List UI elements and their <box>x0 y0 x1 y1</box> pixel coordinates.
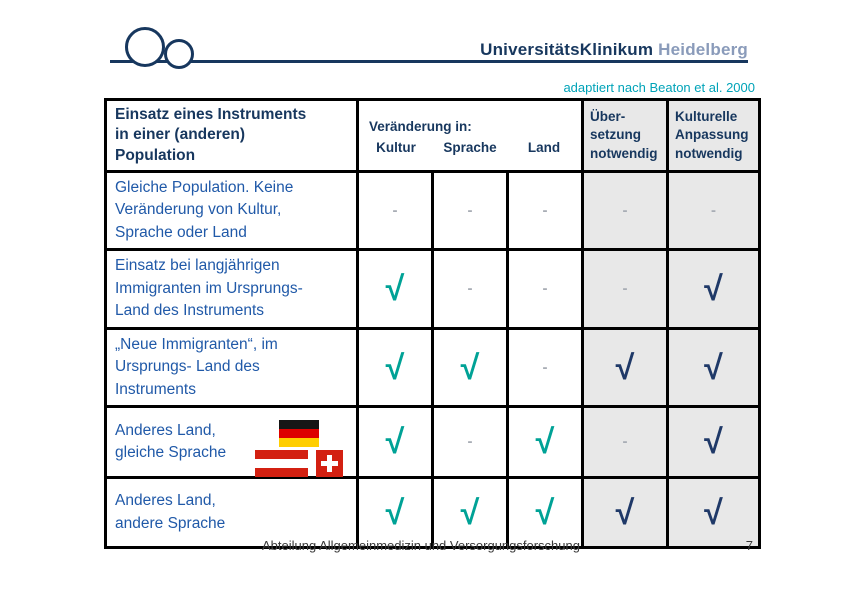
cell-land: - <box>506 248 584 330</box>
mark-glyph: √ <box>460 348 480 387</box>
cell-sprache: √ <box>431 476 509 550</box>
switzerland-flag-icon <box>316 450 343 478</box>
brand-name-bold: UniversitätsKlinikum <box>480 40 654 59</box>
mark-glyph: √ <box>704 423 723 462</box>
mark-glyph: √ <box>615 348 635 387</box>
cell-sprache: - <box>431 169 509 252</box>
row-label: Einsatz bei langjährigen Immigranten im … <box>115 257 303 320</box>
mark-glyph: √ <box>385 270 405 309</box>
cell-anpassung: √ <box>666 405 761 480</box>
table-row: Gleiche Population. Keine Veränderung vo… <box>104 169 761 252</box>
logo-circle-large-icon <box>125 27 165 67</box>
change-subcolumns: Kultur Sprache Land <box>359 140 581 155</box>
table-row: Einsatz bei langjährigen Immigranten im … <box>104 248 761 330</box>
cell-land: - <box>506 326 584 409</box>
mark-glyph: √ <box>385 423 405 462</box>
mark-glyph: √ <box>385 348 405 387</box>
mark-glyph: - <box>467 433 473 451</box>
cell-kultur: √ <box>356 405 434 480</box>
cell-kultur: - <box>356 169 434 252</box>
cell-uebersetzung: - <box>581 405 669 480</box>
cell-anpassung: √ <box>666 476 761 550</box>
row-label-cell: Anderes Land, gleiche Sprache <box>104 405 359 480</box>
mark-glyph: - <box>542 201 548 219</box>
mark-glyph: √ <box>615 493 635 532</box>
column-header-kultur: Kultur <box>376 139 416 155</box>
change-group-label: Veränderung in: <box>369 118 472 134</box>
row-label-cell: Einsatz bei langjährigen Immigranten im … <box>104 248 359 330</box>
row-label-cell: Anderes Land, andere Sprache <box>104 476 359 550</box>
mark-glyph: - <box>622 433 628 451</box>
germany-flag-icon <box>279 420 319 448</box>
cell-anpassung: √ <box>666 248 761 330</box>
row-label-cell: Gleiche Population. Keine Veränderung vo… <box>104 169 359 252</box>
cell-uebersetzung: - <box>581 248 669 330</box>
mark-glyph: - <box>467 280 473 298</box>
row-label: Anderes Land, gleiche Sprache <box>115 421 227 462</box>
mark-glyph: √ <box>535 423 555 462</box>
cell-kultur: √ <box>356 476 434 550</box>
cell-land: √ <box>506 405 584 480</box>
austria-flag-icon <box>255 450 308 478</box>
cell-anpassung: - <box>666 169 761 252</box>
table-row: „Neue Immigranten“, im Ursprungs- Land d… <box>104 326 761 409</box>
attribution-text: adaptiert nach Beaton et al. 2000 <box>563 80 755 95</box>
header-divider <box>110 60 748 63</box>
cell-anpassung: √ <box>666 326 761 409</box>
mark-glyph: √ <box>460 493 480 532</box>
mark-glyph: √ <box>704 348 723 387</box>
footer-department: Abteilung Allgemeinmedizin und Versorgun… <box>262 538 580 553</box>
mark-glyph: - <box>542 358 548 376</box>
translation-header: Über- setzung notwendig <box>581 98 669 173</box>
brand-name-light: Heidelberg <box>658 40 748 59</box>
change-header: Veränderung in: Kultur Sprache Land <box>356 98 584 173</box>
cell-land: - <box>506 169 584 252</box>
cell-kultur: √ <box>356 326 434 409</box>
mark-glyph: √ <box>385 493 405 532</box>
page-number: 7 <box>745 538 753 553</box>
adaptation-table: Einsatz eines Instruments in einer (ande… <box>104 98 761 550</box>
cell-uebersetzung: - <box>581 169 669 252</box>
table-row: Anderes Land, gleiche Sprache √ - √ - √ <box>104 405 761 480</box>
cell-uebersetzung: √ <box>581 326 669 409</box>
mark-glyph: √ <box>704 270 723 309</box>
row-label: Gleiche Population. Keine Veränderung vo… <box>115 179 294 241</box>
cell-land: √ <box>506 476 584 550</box>
cell-sprache: √ <box>431 326 509 409</box>
column-header-land: Land <box>527 139 561 155</box>
row-label: Anderes Land, andere Sprache <box>115 492 226 532</box>
column-header-sprache: Sprache <box>443 139 497 155</box>
cell-uebersetzung: √ <box>581 476 669 550</box>
row-label: „Neue Immigranten“, im Ursprungs- Land d… <box>115 335 278 398</box>
mark-glyph: √ <box>704 493 723 532</box>
mark-glyph: - <box>392 201 398 219</box>
table-row: Anderes Land, andere Sprache √ √ √ √ √ <box>104 476 761 550</box>
table-header-row: Einsatz eines Instruments in einer (ande… <box>104 98 761 173</box>
brand-title: UniversitätsKlinikum Heidelberg <box>480 40 748 60</box>
cell-sprache: - <box>431 405 509 480</box>
population-header: Einsatz eines Instruments in einer (ande… <box>104 98 359 173</box>
adaptation-header: Kulturelle Anpassung notwendig <box>666 98 761 173</box>
mark-glyph: - <box>467 201 473 219</box>
cell-kultur: √ <box>356 248 434 330</box>
mark-glyph: - <box>711 201 716 219</box>
mark-glyph: √ <box>535 493 555 532</box>
mark-glyph: - <box>542 280 548 298</box>
cell-sprache: - <box>431 248 509 330</box>
logo-circle-small-icon <box>164 39 194 69</box>
row-label-cell: „Neue Immigranten“, im Ursprungs- Land d… <box>104 326 359 409</box>
mark-glyph: - <box>622 280 628 298</box>
mark-glyph: - <box>622 201 628 219</box>
